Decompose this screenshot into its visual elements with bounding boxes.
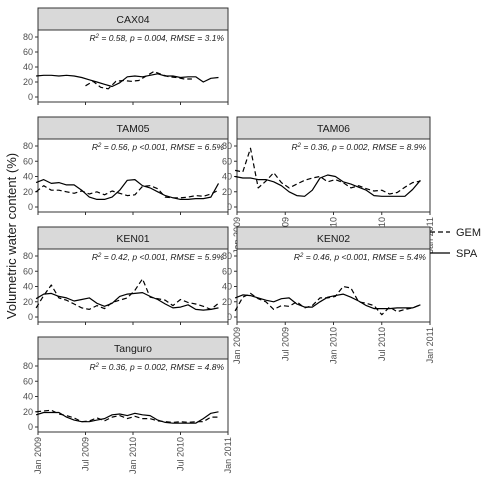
y-tick-label: 80	[222, 251, 232, 261]
series-gem-line	[234, 285, 421, 316]
series-spa-line	[35, 179, 220, 200]
y-tick-label: 20	[23, 407, 33, 417]
y-tick-label: 0	[227, 202, 232, 212]
series-spa-line	[234, 293, 421, 310]
stats-annotation: R2 = 0.58, p = 0.004, RMSE = 3.1%	[90, 33, 225, 43]
plot-area	[37, 358, 229, 433]
y-tick-label: 0	[227, 312, 232, 322]
x-tick-label: Jul 2009	[280, 327, 290, 361]
series-spa-line	[234, 174, 421, 197]
x-tick-label: Jan 2011	[425, 327, 435, 363]
series-spa-line	[35, 411, 219, 424]
y-tick-label: 0	[28, 422, 33, 432]
facet-panels: CAX04 R2 = 0.58, p = 0.004, RMSE = 3.1% 0 2…	[23, 7, 435, 474]
plot-area	[37, 29, 229, 103]
y-tick-label: 0	[28, 312, 33, 322]
x-tick-label: Jul 2010	[377, 327, 387, 361]
stats-annotation: R2 = 0.36, p = 0.002, RMSE = 4.8%	[90, 362, 225, 372]
series-gem-line	[36, 409, 219, 423]
x-tick-label: Jul 2010	[176, 437, 186, 471]
y-axis-label: Volumetric water content (%)	[4, 153, 19, 319]
stats-annotation: R2 = 0.42, p <0.001, RMSE = 5.9%	[92, 252, 225, 262]
x-tick-label: Jan 2011	[223, 437, 233, 473]
y-tick-label: 40	[23, 172, 33, 182]
y-tick-label: 60	[23, 376, 33, 386]
x-tick-label: Jul 2009	[81, 437, 91, 471]
y-tick-label: 0	[28, 202, 33, 212]
y-tick-label: 20	[222, 297, 232, 307]
y-tick-label: 80	[23, 251, 33, 261]
y-tick-label: 20	[23, 77, 33, 87]
series-gem-line	[35, 185, 219, 199]
series-gem-line	[85, 70, 192, 90]
strip-title: KEN02	[317, 233, 350, 245]
legend-gem-label: GEM	[456, 227, 481, 239]
strip-title: Tanguro	[114, 343, 152, 355]
y-tick-label: 20	[222, 187, 232, 197]
panel-ken01: KEN01 R2 = 0.42, p <0.001, RMSE = 5.9% 0 20…	[23, 226, 229, 325]
y-tick-label: 60	[23, 156, 33, 166]
y-tick-label: 80	[222, 141, 232, 151]
x-tick-label: Jan 2010	[128, 437, 138, 474]
x-tick-label: Jan 2009	[33, 437, 43, 474]
y-tick-label: 0	[28, 92, 33, 102]
y-tick-label: 40	[222, 172, 232, 182]
panel-tanguro: Tanguro R2 = 0.36, p = 0.002, RMSE = 4.8%…	[23, 336, 233, 474]
x-tick-label: Jan 2009	[232, 327, 242, 364]
plot-area	[236, 248, 431, 323]
panel-cax04: CAX04 R2 = 0.58, p = 0.004, RMSE = 3.1% 0 2…	[23, 7, 229, 105]
y-tick-label: 80	[23, 361, 33, 371]
legend: GEM SPA	[430, 227, 481, 260]
x-tick-label: Jan 2010	[329, 327, 339, 364]
stats-annotation: R2 = 0.46, p <0.001, RMSE = 5.4%	[294, 252, 427, 262]
y-tick-label: 60	[23, 266, 33, 276]
stats-annotation: R2 = 0.56, p <0.001, RMSE = 6.5%	[92, 142, 225, 152]
series-gem-line	[35, 278, 219, 310]
y-tick-label: 40	[222, 282, 232, 292]
y-tick-label: 40	[23, 62, 33, 72]
y-tick-label: 80	[23, 32, 33, 42]
panel-tam05: TAM05 R2 = 0.56, p <0.001, RMSE = 6.5% 0 20…	[23, 116, 229, 215]
series-spa-line	[35, 292, 219, 311]
y-tick-label: 60	[222, 156, 232, 166]
strip-title: CAX04	[116, 14, 149, 26]
series-gem-line	[234, 147, 421, 195]
stats-annotation: R2 = 0.36, p = 0.002, RMSE = 8.9%	[292, 142, 427, 152]
y-tick-label: 40	[23, 392, 33, 402]
y-tick-label: 60	[222, 266, 232, 276]
strip-title: TAM06	[317, 123, 350, 135]
y-tick-label: 20	[23, 297, 33, 307]
strip-title: TAM05	[116, 123, 149, 135]
y-tick-label: 60	[23, 47, 33, 57]
series-spa-line	[36, 73, 219, 88]
panel-ken02: KEN02 R2 = 0.46, p <0.001, RMSE = 5.4% 0 20…	[222, 226, 435, 364]
y-tick-label: 80	[23, 141, 33, 151]
legend-spa-label: SPA	[456, 248, 478, 260]
y-tick-label: 40	[23, 282, 33, 292]
y-tick-label: 20	[23, 187, 33, 197]
strip-title: KEN01	[116, 233, 149, 245]
